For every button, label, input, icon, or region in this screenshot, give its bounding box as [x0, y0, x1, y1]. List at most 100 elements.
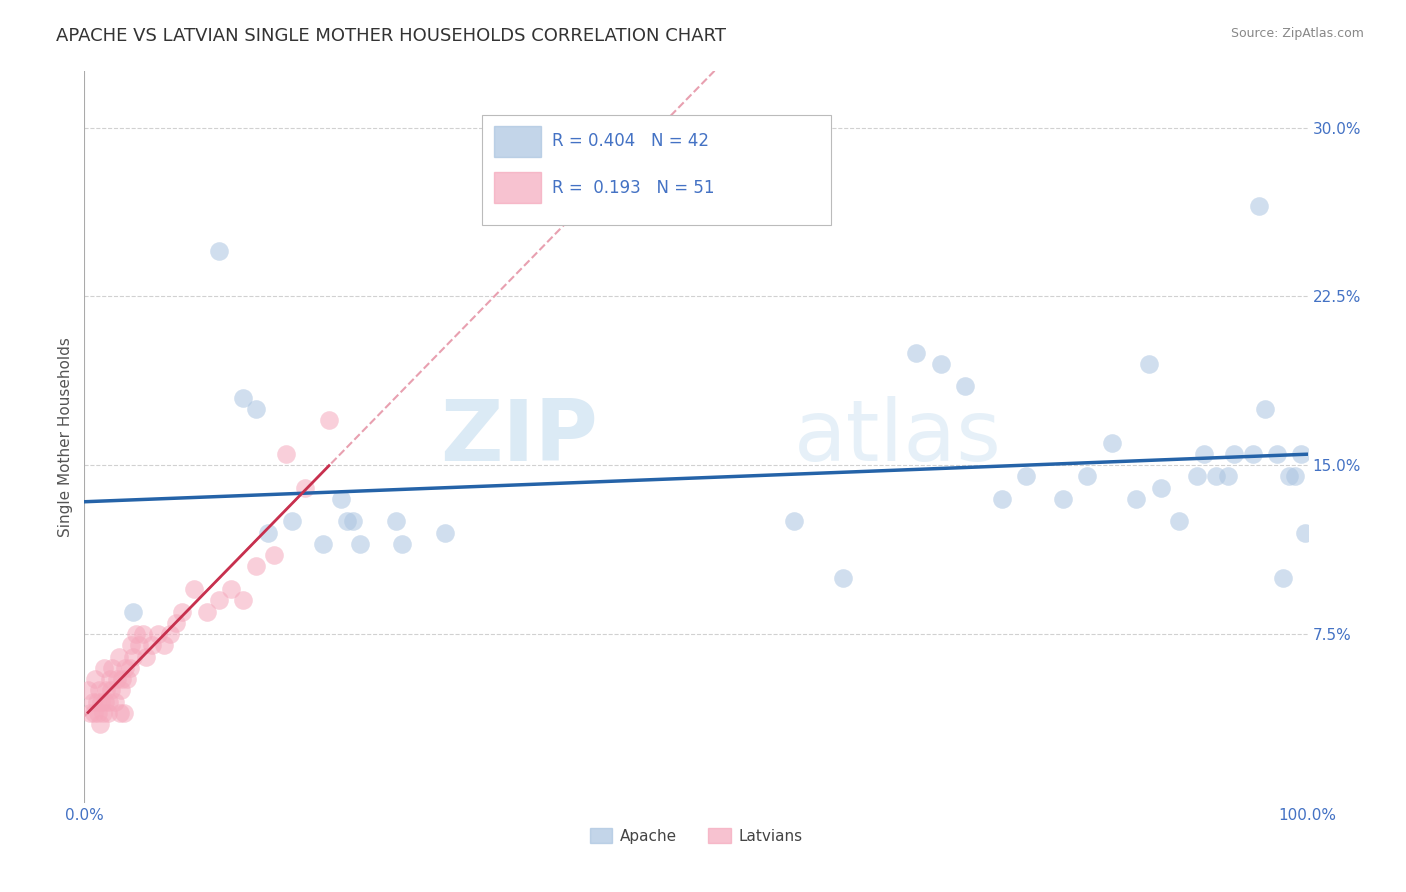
- Point: [349, 537, 371, 551]
- Point: [434, 525, 457, 540]
- Point: [153, 638, 176, 652]
- Point: [132, 627, 155, 641]
- Point: [108, 706, 131, 720]
- Point: [245, 559, 267, 574]
- Point: [336, 515, 359, 529]
- Text: atlas: atlas: [794, 395, 1002, 479]
- Point: [783, 515, 806, 529]
- Point: [101, 661, 124, 675]
- Point: [1015, 469, 1038, 483]
- Point: [208, 593, 231, 607]
- Text: R =  0.193   N = 51: R = 0.193 N = 51: [551, 179, 714, 197]
- Point: [87, 683, 110, 698]
- Point: [294, 481, 316, 495]
- Point: [1294, 525, 1316, 540]
- Point: [1168, 515, 1191, 529]
- Point: [1101, 435, 1123, 450]
- Point: [122, 649, 145, 664]
- Point: [929, 357, 952, 371]
- Point: [159, 627, 181, 641]
- Point: [165, 615, 187, 630]
- Point: [1192, 447, 1215, 461]
- Point: [219, 582, 242, 596]
- Point: [1241, 447, 1264, 461]
- Point: [831, 571, 853, 585]
- Y-axis label: Single Mother Households: Single Mother Households: [58, 337, 73, 537]
- Point: [318, 413, 340, 427]
- Point: [96, 683, 118, 698]
- Point: [1076, 469, 1098, 483]
- Point: [125, 627, 148, 641]
- Point: [100, 683, 122, 698]
- Point: [245, 401, 267, 416]
- Point: [1254, 401, 1277, 416]
- Point: [87, 706, 110, 720]
- Point: [82, 694, 104, 708]
- Point: [281, 515, 304, 529]
- Point: [135, 649, 157, 664]
- Point: [1150, 481, 1173, 495]
- FancyBboxPatch shape: [482, 115, 831, 225]
- Point: [97, 694, 120, 708]
- Point: [953, 379, 976, 393]
- FancyBboxPatch shape: [494, 126, 541, 157]
- Point: [1223, 447, 1246, 461]
- Text: Source: ZipAtlas.com: Source: ZipAtlas.com: [1230, 27, 1364, 40]
- Point: [208, 244, 231, 259]
- Point: [128, 638, 150, 652]
- Point: [79, 706, 101, 720]
- Text: ZIP: ZIP: [440, 395, 598, 479]
- Point: [195, 605, 218, 619]
- Point: [1291, 447, 1313, 461]
- Point: [122, 605, 145, 619]
- Point: [1272, 571, 1295, 585]
- Point: [110, 683, 132, 698]
- Point: [1278, 469, 1301, 483]
- Point: [385, 515, 408, 529]
- Point: [232, 593, 254, 607]
- Point: [90, 694, 112, 708]
- Point: [104, 694, 127, 708]
- Point: [91, 706, 114, 720]
- Point: [94, 694, 117, 708]
- FancyBboxPatch shape: [494, 172, 541, 203]
- Point: [263, 548, 285, 562]
- Point: [1125, 491, 1147, 506]
- Point: [141, 638, 163, 652]
- Point: [84, 672, 107, 686]
- Point: [98, 672, 121, 686]
- Point: [172, 605, 194, 619]
- Point: [83, 706, 105, 720]
- Point: [391, 537, 413, 551]
- Point: [257, 525, 280, 540]
- Point: [115, 672, 138, 686]
- Point: [1265, 447, 1288, 461]
- Point: [112, 706, 135, 720]
- Point: [89, 717, 111, 731]
- Point: [86, 694, 108, 708]
- Point: [120, 638, 142, 652]
- Point: [232, 391, 254, 405]
- Point: [107, 649, 129, 664]
- Point: [111, 672, 134, 686]
- Point: [93, 661, 115, 675]
- Point: [1187, 469, 1209, 483]
- Point: [77, 683, 100, 698]
- Point: [991, 491, 1014, 506]
- Point: [342, 515, 364, 529]
- Point: [146, 627, 169, 641]
- Point: [183, 582, 205, 596]
- Point: [312, 537, 335, 551]
- Point: [1247, 199, 1270, 213]
- Point: [905, 345, 928, 359]
- Legend: Apache, Latvians: Apache, Latvians: [583, 822, 808, 850]
- Point: [276, 447, 298, 461]
- Point: [105, 672, 128, 686]
- Point: [97, 706, 120, 720]
- Point: [1052, 491, 1074, 506]
- Point: [1216, 469, 1239, 483]
- Text: APACHE VS LATVIAN SINGLE MOTHER HOUSEHOLDS CORRELATION CHART: APACHE VS LATVIAN SINGLE MOTHER HOUSEHOL…: [56, 27, 727, 45]
- Point: [114, 661, 136, 675]
- Point: [1137, 357, 1160, 371]
- Text: R = 0.404   N = 42: R = 0.404 N = 42: [551, 132, 709, 150]
